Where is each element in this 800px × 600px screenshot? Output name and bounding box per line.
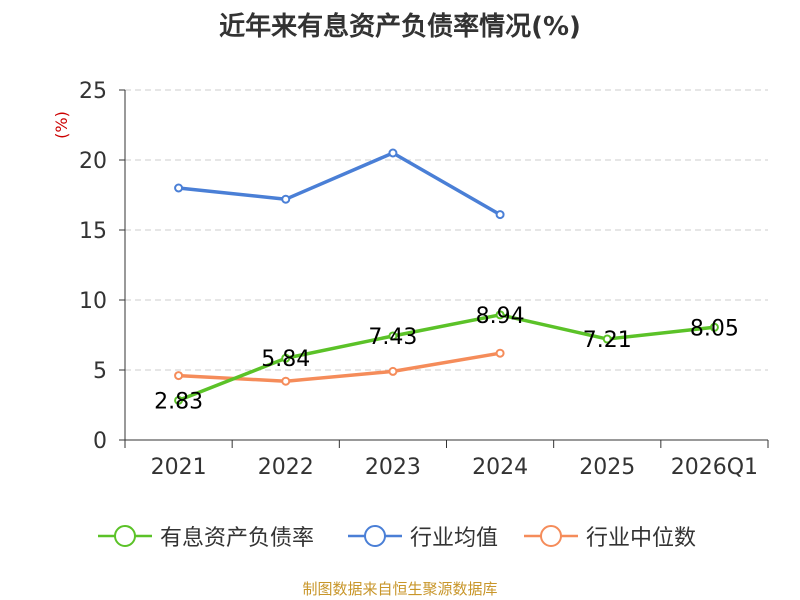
data-label: 7.21 bbox=[583, 328, 632, 353]
y-axis-label: (%) bbox=[52, 111, 71, 139]
legend-item-interest-debt-ratio[interactable]: 有息资产负债率 bbox=[98, 520, 314, 552]
data-label: 8.05 bbox=[690, 316, 739, 341]
legend-marker-icon bbox=[348, 525, 402, 547]
x-tick-label: 2026Q1 bbox=[671, 455, 758, 480]
x-tick-label: 2022 bbox=[258, 455, 314, 480]
data-point bbox=[281, 194, 291, 204]
series-line bbox=[176, 313, 717, 403]
legend-label: 行业中位数 bbox=[586, 526, 697, 551]
legend-marker-icon bbox=[98, 525, 152, 547]
x-tick-label: 2021 bbox=[151, 455, 207, 480]
data-point bbox=[281, 353, 291, 363]
data-point bbox=[388, 148, 398, 158]
legend-label: 行业均值 bbox=[410, 526, 499, 551]
data-label: 7.43 bbox=[368, 325, 417, 350]
data-point bbox=[495, 348, 505, 358]
data-point bbox=[495, 310, 505, 320]
chart-title: 近年来有息资产负债率情况(%) bbox=[219, 12, 581, 42]
x-tick-label: 2024 bbox=[472, 455, 528, 480]
data-point bbox=[709, 322, 719, 332]
legend-label: 有息资产负债率 bbox=[160, 526, 315, 551]
x-tick-label: 2023 bbox=[365, 455, 421, 480]
data-source-note: 制图数据来自恒生聚源数据库 bbox=[302, 580, 498, 598]
data-label: 2.83 bbox=[154, 389, 203, 414]
y-tick-label: 10 bbox=[79, 289, 107, 314]
data-point bbox=[388, 331, 398, 341]
data-point bbox=[174, 183, 184, 193]
y-tick-label: 25 bbox=[79, 79, 107, 104]
data-point bbox=[602, 334, 612, 344]
chart-legend: 有息资产负债率 行业均值 行业中位数 bbox=[0, 520, 800, 552]
series-line bbox=[176, 351, 502, 383]
legend-marker-icon bbox=[524, 525, 578, 547]
y-tick-label: 20 bbox=[79, 149, 107, 174]
data-label: 5.84 bbox=[261, 347, 310, 372]
y-tick-label: 0 bbox=[93, 429, 107, 454]
legend-item-industry-mean[interactable]: 行业均值 bbox=[348, 520, 498, 552]
series-line bbox=[176, 151, 502, 217]
data-point bbox=[388, 366, 398, 376]
legend-item-industry-median[interactable]: 行业中位数 bbox=[524, 520, 696, 552]
y-tick-label: 5 bbox=[93, 359, 107, 384]
data-point bbox=[281, 376, 291, 386]
data-point bbox=[495, 210, 505, 220]
x-tick-label: 2025 bbox=[579, 455, 635, 480]
data-label: 8.94 bbox=[476, 304, 525, 329]
y-tick-label: 15 bbox=[79, 219, 107, 244]
data-point bbox=[174, 395, 184, 405]
data-point bbox=[174, 371, 184, 381]
